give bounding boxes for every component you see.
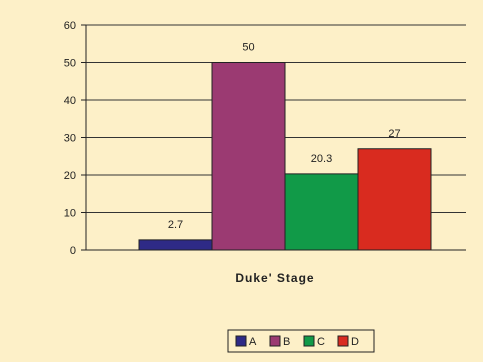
bar-c [284,173,359,251]
legend: A B C D [227,329,375,353]
data-label-c: 20.3 [311,153,332,165]
legend-label-a: A [249,336,257,348]
legend-swatch-b [269,335,281,347]
legend-label-b: B [283,336,290,348]
y-tick-label-50: 50 [64,58,76,70]
bar-a [138,239,213,251]
y-tick-label-10: 10 [64,208,76,220]
legend-swatch-c [303,335,315,347]
x-axis-title: Duke' Stage [235,271,314,285]
axes: 0 10 20 30 40 50 60 [64,20,466,257]
bar-b [211,62,286,251]
legend-label-d: D [351,336,359,348]
data-labels: 2.7 50 20.3 27 [168,42,401,231]
legend-swatch-d [337,335,349,347]
y-tick-label-30: 30 [64,133,76,145]
bar-d [357,148,432,251]
data-label-a: 2.7 [168,219,183,231]
data-label-b: 50 [242,42,254,54]
bars [138,62,432,251]
y-tick-label-0: 0 [70,245,76,257]
y-tick-label-60: 60 [64,20,76,32]
legend-swatch-a [235,335,247,347]
y-tick-label-20: 20 [64,170,76,182]
y-tick-label-40: 40 [64,95,76,107]
legend-label-c: C [317,336,325,348]
data-label-d: 27 [388,128,400,140]
